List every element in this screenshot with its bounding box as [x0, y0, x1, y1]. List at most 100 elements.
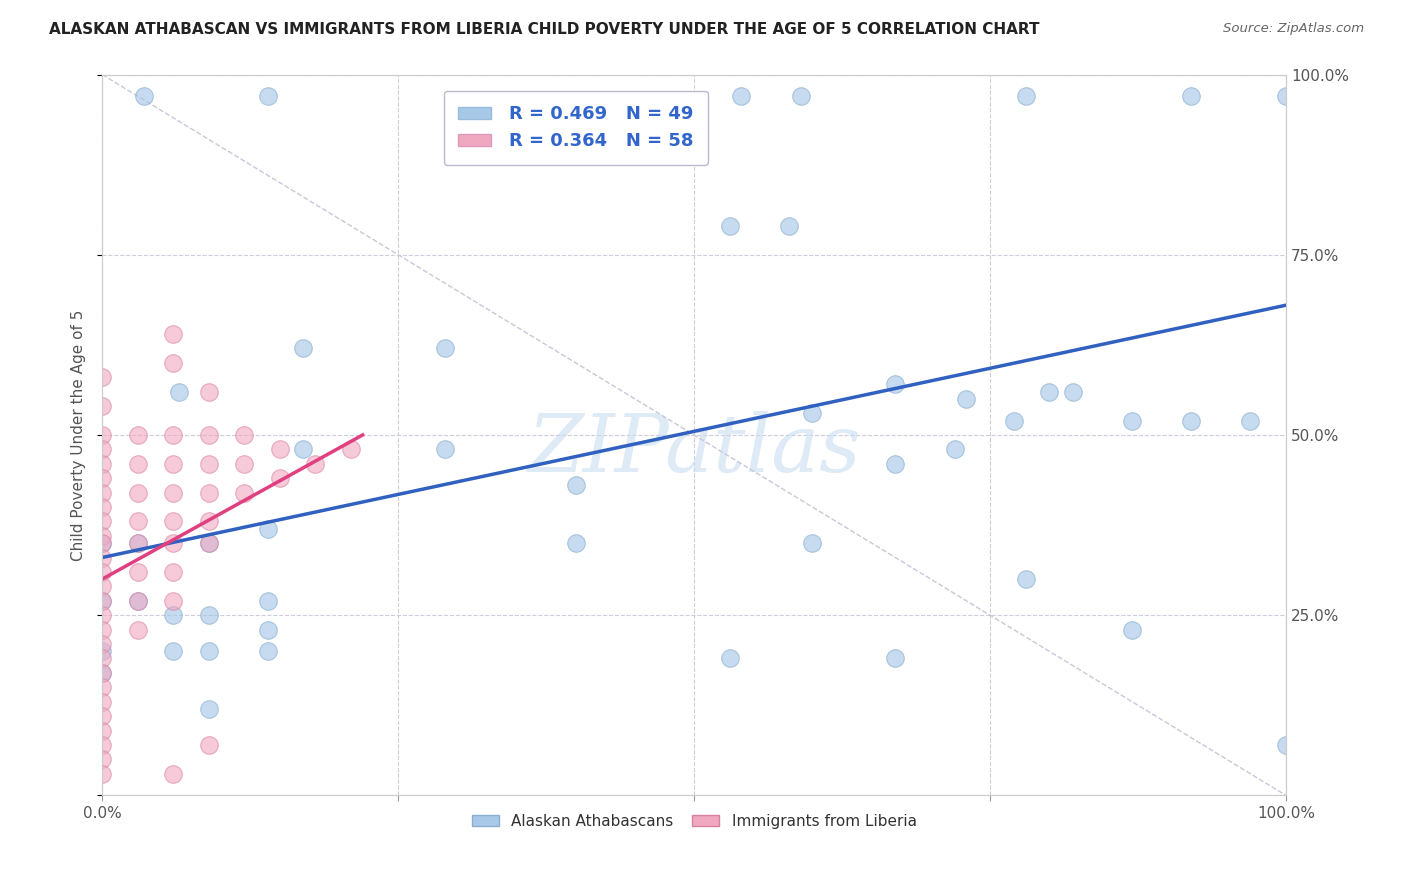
- Point: [91, 651, 114, 665]
- Point: [91, 680, 114, 694]
- Point: [91, 399, 114, 413]
- Point: [91, 457, 114, 471]
- Point: [91, 709, 114, 723]
- Point: [91, 766, 114, 780]
- Point: [162, 428, 184, 442]
- Point: [789, 89, 811, 103]
- Point: [162, 536, 184, 550]
- Point: [162, 644, 184, 658]
- Point: [127, 623, 149, 637]
- Point: [1121, 413, 1143, 427]
- Point: [127, 515, 149, 529]
- Point: [718, 651, 741, 665]
- Point: [162, 356, 184, 370]
- Point: [91, 536, 114, 550]
- Point: [127, 536, 149, 550]
- Point: [564, 478, 586, 492]
- Point: [197, 485, 219, 500]
- Point: [1002, 413, 1025, 427]
- Point: [197, 515, 219, 529]
- Point: [91, 593, 114, 607]
- Text: Source: ZipAtlas.com: Source: ZipAtlas.com: [1223, 22, 1364, 36]
- Point: [127, 593, 149, 607]
- Point: [197, 457, 219, 471]
- Point: [1239, 413, 1261, 427]
- Point: [718, 219, 741, 233]
- Point: [1038, 384, 1060, 399]
- Point: [1014, 89, 1036, 103]
- Point: [943, 442, 966, 457]
- Point: [269, 442, 291, 457]
- Point: [127, 457, 149, 471]
- Point: [884, 377, 907, 392]
- Point: [257, 593, 280, 607]
- Point: [801, 406, 824, 420]
- Point: [778, 219, 800, 233]
- Point: [91, 550, 114, 565]
- Point: [1014, 572, 1036, 586]
- Text: ALASKAN ATHABASCAN VS IMMIGRANTS FROM LIBERIA CHILD POVERTY UNDER THE AGE OF 5 C: ALASKAN ATHABASCAN VS IMMIGRANTS FROM LI…: [49, 22, 1039, 37]
- Point: [132, 89, 155, 103]
- Point: [801, 536, 824, 550]
- Point: [167, 384, 190, 399]
- Point: [162, 515, 184, 529]
- Point: [257, 644, 280, 658]
- Point: [127, 593, 149, 607]
- Point: [955, 392, 977, 406]
- Point: [91, 665, 114, 680]
- Point: [162, 766, 184, 780]
- Point: [91, 370, 114, 384]
- Point: [292, 342, 315, 356]
- Point: [292, 442, 315, 457]
- Point: [1275, 89, 1298, 103]
- Point: [197, 536, 219, 550]
- Point: [1180, 89, 1202, 103]
- Point: [91, 637, 114, 651]
- Point: [91, 515, 114, 529]
- Point: [233, 428, 256, 442]
- Point: [257, 522, 280, 536]
- Point: [91, 565, 114, 579]
- Point: [730, 89, 752, 103]
- Point: [162, 326, 184, 341]
- Point: [91, 428, 114, 442]
- Point: [197, 428, 219, 442]
- Point: [434, 342, 457, 356]
- Point: [197, 536, 219, 550]
- Point: [91, 471, 114, 485]
- Legend: Alaskan Athabascans, Immigrants from Liberia: Alaskan Athabascans, Immigrants from Lib…: [465, 807, 922, 835]
- Point: [127, 536, 149, 550]
- Point: [91, 579, 114, 593]
- Point: [91, 695, 114, 709]
- Point: [91, 665, 114, 680]
- Point: [91, 723, 114, 738]
- Point: [91, 536, 114, 550]
- Point: [162, 565, 184, 579]
- Point: [162, 457, 184, 471]
- Point: [233, 485, 256, 500]
- Point: [197, 738, 219, 752]
- Y-axis label: Child Poverty Under the Age of 5: Child Poverty Under the Age of 5: [72, 310, 86, 561]
- Point: [1062, 384, 1084, 399]
- Point: [1180, 413, 1202, 427]
- Point: [257, 89, 280, 103]
- Point: [1275, 738, 1298, 752]
- Text: ZIPatlas: ZIPatlas: [527, 410, 860, 488]
- Point: [197, 608, 219, 623]
- Point: [127, 485, 149, 500]
- Point: [91, 593, 114, 607]
- Point: [127, 565, 149, 579]
- Point: [1121, 623, 1143, 637]
- Point: [91, 442, 114, 457]
- Point: [884, 651, 907, 665]
- Point: [91, 644, 114, 658]
- Point: [197, 644, 219, 658]
- Point: [91, 500, 114, 514]
- Point: [340, 442, 363, 457]
- Point: [257, 623, 280, 637]
- Point: [304, 457, 326, 471]
- Point: [91, 608, 114, 623]
- Point: [269, 471, 291, 485]
- Point: [162, 593, 184, 607]
- Point: [564, 536, 586, 550]
